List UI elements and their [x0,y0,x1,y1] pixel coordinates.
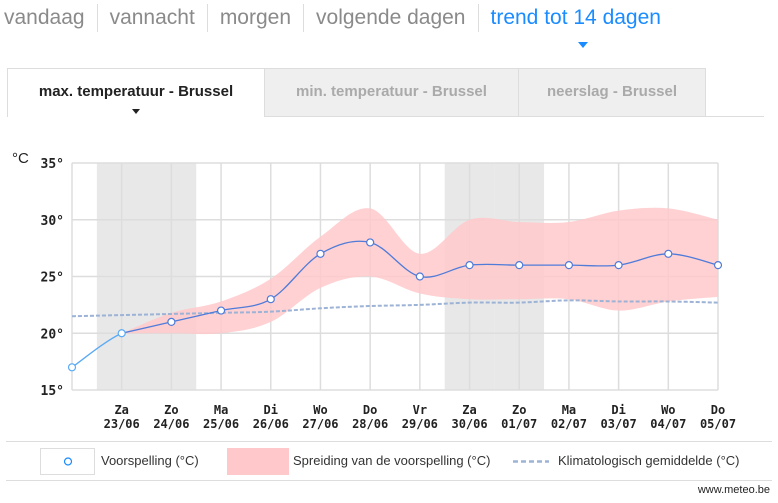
caret-down-icon [577,42,588,48]
credit: www.meteo.be [697,484,770,496]
x-tick-date: 30/06 [451,417,487,431]
x-tick-day: Za [462,403,476,417]
x-tick-date: 27/06 [302,417,338,431]
nav-volgende-dagen[interactable]: volgende dagen [303,4,477,32]
forecast-point [266,295,275,304]
caret-down-icon [132,109,140,114]
x-tick-date: 04/07 [650,417,686,431]
chart-tabs: max. temperatuur - Brussel min. temperat… [7,68,764,117]
forecast-point [415,272,424,281]
nav-vannacht[interactable]: vannacht [96,4,207,32]
x-tick-day: Ma [562,403,576,417]
nav-label: vandaag [4,6,85,29]
x-tick-date: 24/06 [153,417,189,431]
x-tick-day: Di [611,403,625,417]
x-tick-day: Ma [214,403,228,417]
x-tick-day: Wo [661,403,675,417]
forecast-point [216,306,226,315]
y-tick-label: 20° [41,327,64,342]
tab-neerslag[interactable]: neerslag - Brussel [518,68,706,116]
x-tick-day: Zo [512,403,526,417]
y-tick-label: 15° [41,384,64,399]
x-tick-date: 05/07 [700,417,736,431]
nav-vandaag[interactable]: vandaag [4,4,97,32]
nav-morgen[interactable]: morgen [206,4,303,32]
chart-legend: Voorspelling (°C) Spreiding van de voors… [6,441,772,481]
legend-climate-swatch [511,448,551,475]
legend-forecast-label: Voorspelling (°C) [101,453,199,468]
tab-label: neerslag - Brussel [546,83,678,100]
forecast-point [117,329,126,338]
tab-label: max. temperatuur - Brussel [38,83,234,100]
forecast-point [366,238,375,247]
x-tick-date: 28/06 [352,417,388,431]
forecast-point [564,261,574,270]
legend-climate-label: Klimatologisch gemiddelde (°C) [558,453,740,468]
x-tick-date: 01/07 [501,417,537,431]
x-tick-day: Di [264,403,278,417]
forecast-point [515,261,524,270]
forecast-point [465,261,474,270]
x-tick-date: 25/06 [203,417,239,431]
nav-trend-14-dagen[interactable]: trend tot 14 dagen [477,4,673,48]
x-tick-day: Za [114,403,128,417]
legend-forecast-swatch [40,448,95,475]
forecast-point [664,249,673,258]
nav-label: volgende dagen [316,6,466,29]
y-axis-label: °C [12,150,29,167]
tab-max-temperatuur[interactable]: max. temperatuur - Brussel [7,68,265,117]
climate-line [71,299,719,318]
x-tick-day: Do [363,403,377,417]
x-tick-date: 23/06 [104,417,140,431]
x-tick-date: 29/06 [402,417,438,431]
nav-label: trend tot 14 dagen [490,6,661,29]
nav-label: morgen [219,6,292,29]
y-tick-label: 35° [41,157,64,172]
legend-circle-icon [63,457,73,466]
x-tick-day: Do [711,403,725,417]
x-tick-date: 26/06 [253,417,289,431]
y-tick-label: 25° [41,271,64,286]
forecast-point [167,317,176,326]
legend-spread-label: Spreiding van de voorspelling (°C) [293,453,491,468]
x-tick-day: Vr [413,403,427,417]
nav-label: vannacht [109,6,195,29]
tab-label: min. temperatuur - Brussel [296,83,487,100]
forecast-nav: vandaag vannacht morgen volgende dagen t… [4,4,673,48]
x-tick-date: 02/07 [551,417,587,431]
forecast-point [614,261,623,270]
forecast-point [316,249,325,258]
x-tick-day: Wo [313,403,327,417]
tab-min-temperatuur[interactable]: min. temperatuur - Brussel [264,68,519,116]
temperature-chart: 15°20°25°30°35°°CZa23/06Zo24/06Ma25/06Di… [12,150,736,431]
forecast-point [713,261,723,270]
x-tick-date: 03/07 [601,417,637,431]
x-tick-day: Zo [164,403,178,417]
legend-spread-swatch [227,448,289,475]
forecast-point [67,363,77,372]
y-tick-label: 30° [41,214,64,229]
